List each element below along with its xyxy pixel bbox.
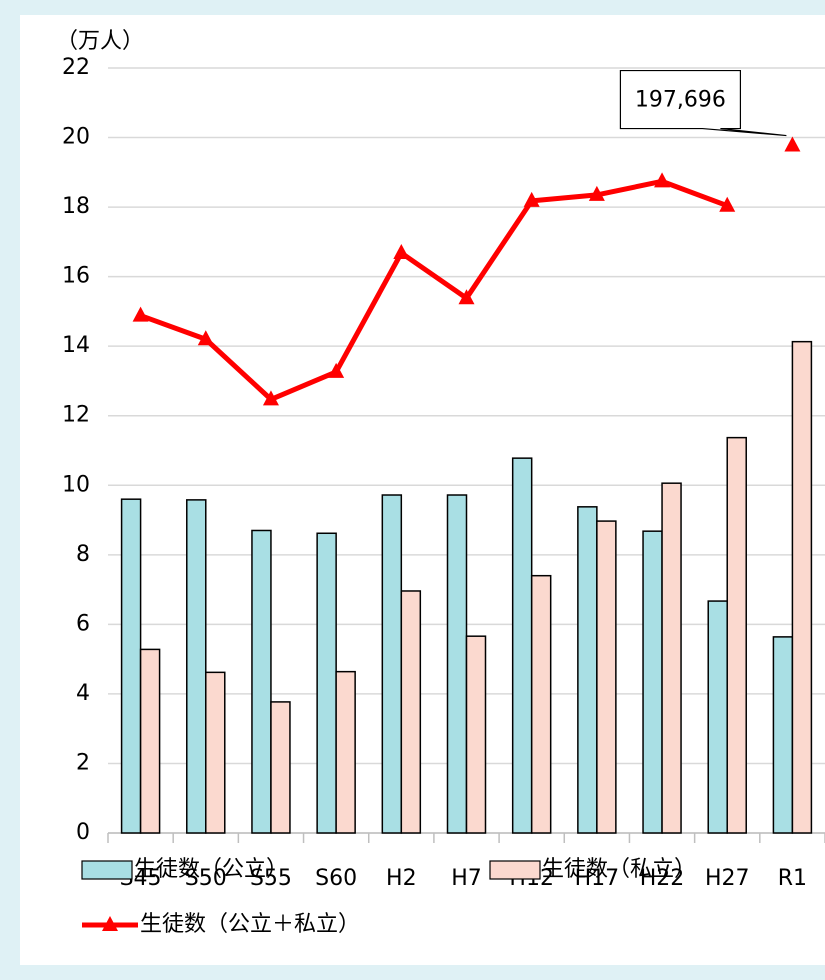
legend-label: 生徒数（公立） bbox=[134, 857, 288, 882]
y-tick-label: 2 bbox=[76, 750, 90, 775]
y-tick-label: 10 bbox=[62, 472, 90, 497]
bar bbox=[316, 532, 337, 834]
line bbox=[139, 178, 729, 402]
x-tick-label: S60 bbox=[315, 866, 357, 891]
annotation-label: 197,696 bbox=[635, 88, 726, 113]
legend-swatch bbox=[489, 860, 541, 880]
y-tick-label: 0 bbox=[76, 820, 90, 845]
y-axis-label: （万人） bbox=[56, 29, 144, 54]
bar bbox=[661, 482, 682, 834]
bar bbox=[707, 600, 728, 834]
line-marker bbox=[393, 243, 410, 259]
bar bbox=[511, 457, 533, 834]
bar bbox=[530, 574, 552, 834]
bar bbox=[791, 340, 813, 834]
line-marker bbox=[197, 330, 214, 346]
bar bbox=[335, 670, 356, 834]
x-tick-label: H17 bbox=[575, 866, 620, 891]
x-tick-label: S55 bbox=[250, 866, 292, 891]
bar bbox=[186, 499, 207, 834]
x-tick-label: H27 bbox=[705, 866, 750, 891]
bar bbox=[772, 636, 794, 834]
legend-label: 生徒数（私立） bbox=[542, 857, 696, 882]
y-tick-label: 8 bbox=[76, 542, 90, 567]
bar bbox=[381, 494, 403, 834]
y-tick-label: 20 bbox=[62, 125, 90, 150]
x-tick-label: H2 bbox=[386, 866, 417, 891]
x-tick-label: R1 bbox=[778, 866, 807, 891]
bar bbox=[596, 520, 617, 834]
bar bbox=[205, 671, 226, 834]
line-marker bbox=[458, 289, 475, 305]
bar bbox=[120, 498, 142, 834]
bar bbox=[642, 530, 663, 834]
bar bbox=[139, 648, 161, 834]
y-tick-label: 4 bbox=[76, 681, 90, 706]
line-marker bbox=[132, 306, 149, 322]
legend-swatch bbox=[81, 860, 133, 880]
line-marker bbox=[328, 362, 345, 378]
y-tick-label: 22 bbox=[62, 55, 90, 80]
callout bbox=[619, 69, 787, 137]
y-tick-label: 6 bbox=[76, 611, 90, 636]
y-tick-label: 16 bbox=[62, 264, 90, 289]
y-tick-label: 14 bbox=[62, 333, 90, 358]
line-marker bbox=[523, 191, 540, 207]
x-tick-label: H22 bbox=[640, 866, 685, 891]
x-tick-label: H7 bbox=[451, 866, 482, 891]
line-marker bbox=[588, 185, 605, 201]
bar bbox=[726, 436, 747, 834]
y-tick-label: 18 bbox=[62, 194, 90, 219]
bar bbox=[465, 635, 487, 834]
bar bbox=[270, 701, 291, 834]
line-marker bbox=[262, 390, 279, 406]
bar bbox=[577, 506, 598, 834]
annotation-marker bbox=[784, 136, 801, 152]
bar bbox=[400, 590, 422, 834]
line-marker bbox=[719, 196, 736, 212]
bar bbox=[251, 529, 272, 834]
y-tick-label: 12 bbox=[62, 403, 90, 428]
line-marker bbox=[654, 172, 671, 188]
legend-marker bbox=[102, 916, 118, 931]
legend-label: 生徒数（公立＋私立） bbox=[140, 912, 360, 937]
x-tick-label: S50 bbox=[185, 866, 227, 891]
bar bbox=[446, 494, 468, 834]
